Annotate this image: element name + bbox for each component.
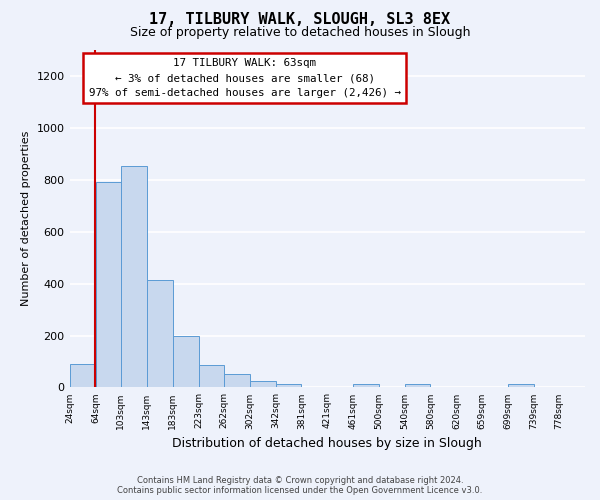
- Bar: [404, 384, 430, 388]
- X-axis label: Distribution of detached houses by size in Slough: Distribution of detached houses by size …: [172, 437, 482, 450]
- Bar: [199, 364, 224, 388]
- Bar: [70, 364, 95, 388]
- Bar: [147, 280, 173, 388]
- Bar: [173, 336, 199, 388]
- Y-axis label: Number of detached properties: Number of detached properties: [21, 131, 31, 306]
- Text: Size of property relative to detached houses in Slough: Size of property relative to detached ho…: [130, 26, 470, 39]
- Text: 17, TILBURY WALK, SLOUGH, SL3 8EX: 17, TILBURY WALK, SLOUGH, SL3 8EX: [149, 12, 451, 28]
- Text: 17 TILBURY WALK: 63sqm
← 3% of detached houses are smaller (68)
97% of semi-deta: 17 TILBURY WALK: 63sqm ← 3% of detached …: [89, 58, 401, 98]
- Bar: [508, 384, 534, 388]
- Bar: [250, 382, 276, 388]
- Bar: [121, 166, 147, 388]
- Bar: [224, 374, 250, 388]
- Text: Contains HM Land Registry data © Crown copyright and database right 2024.
Contai: Contains HM Land Registry data © Crown c…: [118, 476, 482, 495]
- Bar: [353, 384, 379, 388]
- Bar: [95, 182, 121, 388]
- Bar: [276, 384, 301, 388]
